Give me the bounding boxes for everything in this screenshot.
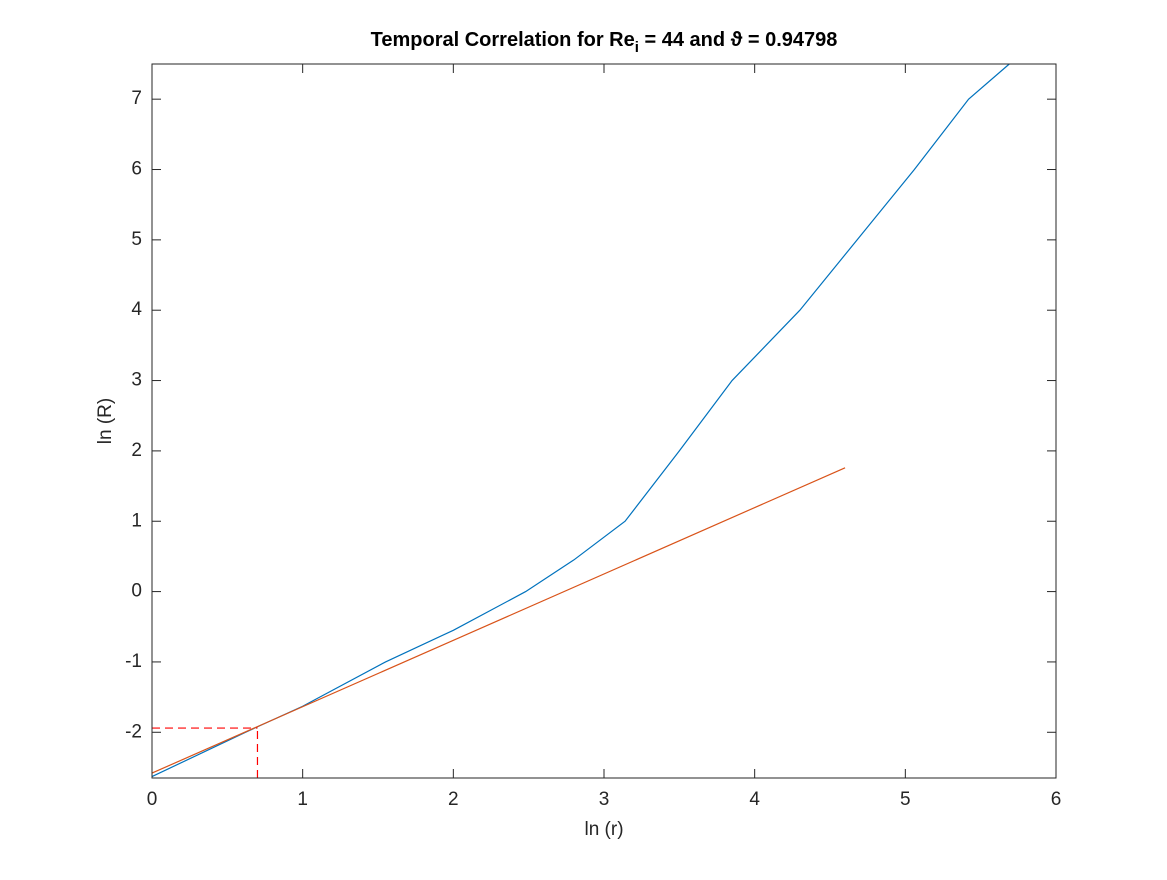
- y-tick-label: 5: [131, 229, 142, 250]
- y-axis-label: ln (R): [95, 398, 116, 444]
- x-tick-label: 2: [448, 789, 459, 810]
- y-tick-label: 6: [131, 159, 142, 180]
- title-text: Temporal Correlation for Re: [371, 29, 635, 51]
- data-line: [151, 63, 1010, 778]
- x-tick-label: 4: [749, 789, 760, 810]
- y-tick-label: 7: [131, 88, 142, 109]
- data-line: [151, 467, 846, 774]
- y-tick-label: 3: [131, 370, 142, 391]
- x-tick-label: 3: [599, 789, 610, 810]
- x-tick-label: 1: [297, 789, 308, 810]
- y-tick-label: 0: [131, 581, 142, 602]
- y-tick-label: -1: [125, 651, 142, 672]
- x-axis-label: ln (r): [584, 819, 623, 840]
- title-rest: = 44 and ϑ = 0.94798: [639, 29, 837, 51]
- y-tick-label: 4: [131, 299, 142, 320]
- y-tick-label: 1: [131, 510, 142, 531]
- y-tick-label: 2: [131, 440, 142, 461]
- plot-frame: [151, 63, 1057, 779]
- chart-title: Temporal Correlation for Rei = 44 and ϑ …: [371, 29, 838, 56]
- x-tick-label: 5: [900, 789, 911, 810]
- title-subscript: i: [635, 39, 639, 56]
- y-tick-label: -2: [125, 721, 142, 742]
- x-tick-label: 0: [147, 789, 158, 810]
- x-tick-label: 6: [1051, 789, 1062, 810]
